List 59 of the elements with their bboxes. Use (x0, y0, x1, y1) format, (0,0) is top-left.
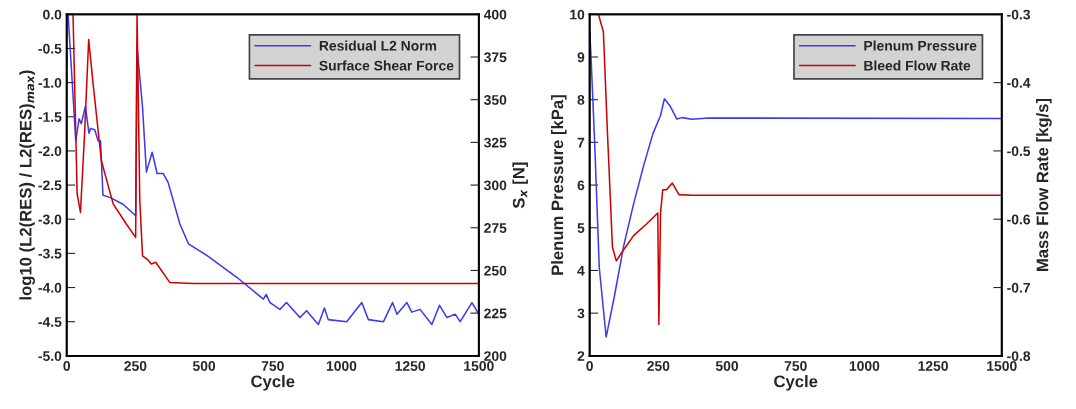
y2-tick-label: 250 (484, 265, 507, 276)
y2-tick-label: 350 (484, 95, 507, 105)
x-tick-label: 1000 (326, 361, 357, 371)
y2-tick-label: 275 (484, 223, 507, 233)
x-tick-label: 250 (124, 361, 147, 371)
x-tick-label: 1500 (464, 361, 494, 371)
y2-axis-title: S$_{x}$ [N] (512, 162, 528, 209)
y-tick-label: 5 (577, 223, 585, 233)
y-tick-label: 9 (577, 52, 585, 63)
x-tick-label: 750 (784, 361, 807, 371)
y-axis-title: Plenum Pressure [kPa] (551, 95, 567, 275)
x-axis-title: Cycle (251, 375, 295, 391)
legend-label: Surface Shear Force (319, 60, 454, 71)
y-tick-label: -0.5 (38, 43, 62, 54)
y-tick-label: -3.5 (38, 248, 62, 259)
x-tick-label: 0 (63, 361, 71, 371)
y-tick-label: -2.0 (38, 146, 62, 157)
y-tick-label: 3 (577, 308, 585, 319)
x-tick-label: 0 (586, 361, 593, 371)
y-tick-label: -2.5 (38, 180, 62, 191)
y2-tick-label: 325 (484, 137, 507, 148)
x-tick-label: 1500 (987, 361, 1017, 371)
y-tick-label: 4 (577, 265, 585, 276)
y2-tick-label: 300 (484, 180, 507, 191)
y2-tick-label: -0.6 (1007, 214, 1031, 225)
y2-tick-label: -0.3 (1007, 9, 1031, 20)
y2-tick-label: -0.8 (1007, 351, 1031, 361)
y2-axis-title: Mass Flow Rate [kg/s] (1036, 98, 1052, 272)
x-tick-label: 1250 (395, 361, 426, 371)
y-tick-label: -5.0 (38, 351, 62, 361)
x-tick-label: 1250 (918, 361, 948, 371)
y-axis-title: log10 (L2(RES) / L2(RES)$_{max}$) (19, 70, 35, 300)
x-tick-label: 1000 (849, 361, 880, 371)
x-tick-label: 500 (192, 361, 216, 371)
y-tick-label: 10 (570, 9, 585, 20)
y2-tick-label: 375 (484, 52, 507, 63)
x-tick-label: 500 (715, 361, 739, 371)
y-tick-label: -1.0 (38, 77, 62, 88)
y-tick-label: 2 (577, 351, 585, 361)
y2-tick-label: -0.4 (1007, 77, 1031, 88)
y-tick-label: -1.5 (38, 112, 62, 122)
y-tick-label: 0.0 (43, 9, 62, 20)
y2-tick-label: 400 (483, 9, 507, 20)
x-axis-title: Cycle (774, 375, 818, 391)
y2-tick-label: -0.7 (1007, 282, 1030, 293)
y-tick-label: -3.0 (38, 214, 62, 225)
y2-tick-label: 200 (484, 351, 507, 361)
y-tick-label: 7 (577, 137, 585, 148)
y-tick-label: -4.0 (38, 282, 62, 293)
y-tick-label: -4.5 (38, 317, 62, 327)
legend-label: Plenum Pressure (864, 40, 977, 51)
x-tick-label: 250 (647, 361, 670, 371)
x-tick-label: 750 (261, 361, 284, 371)
y2-tick-label: -0.5 (1007, 146, 1031, 157)
y2-tick-label: 225 (484, 308, 507, 319)
legend-label: Residual L2 Norm (319, 40, 437, 51)
legend-label: Bleed Flow Rate (864, 60, 971, 71)
y-tick-label: 8 (577, 95, 585, 105)
y-tick-label: 6 (577, 180, 585, 191)
